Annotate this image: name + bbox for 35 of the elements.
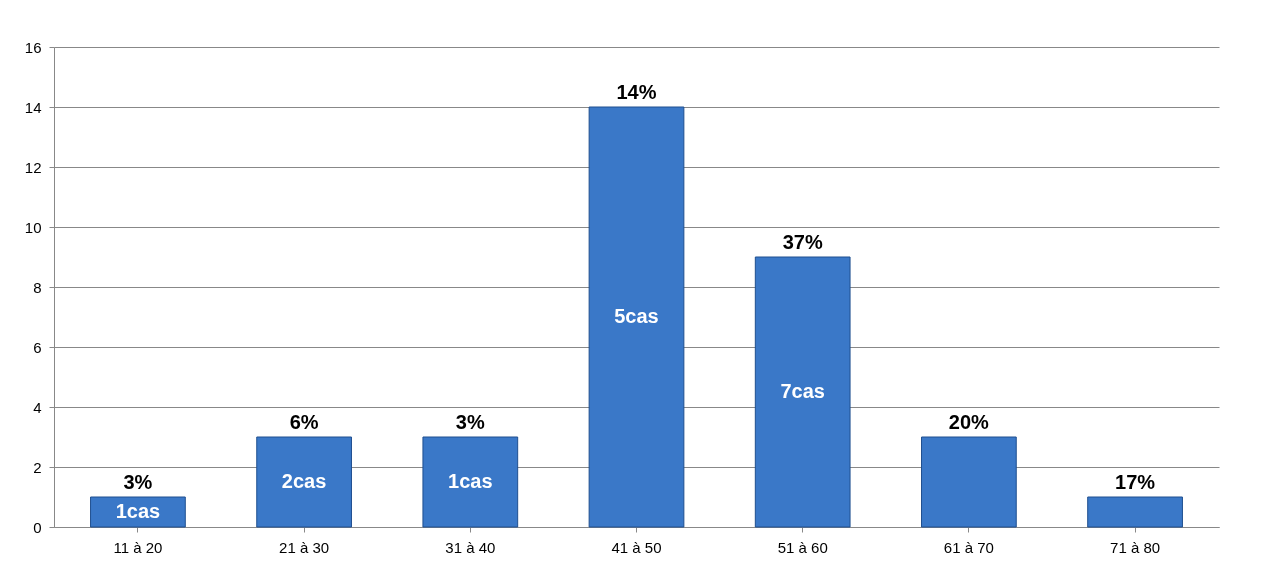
bar: [256, 436, 352, 528]
x-tick-label: 51 à 60: [777, 538, 828, 556]
annotation: 7cas: [780, 380, 825, 402]
annotation: 14%: [616, 81, 657, 103]
annotation: 1cas: [448, 470, 493, 492]
y-tick-label: 8: [33, 278, 42, 296]
annotation: 20%: [948, 411, 990, 433]
x-tick-label: 31 à 40: [445, 538, 496, 556]
annotation: 3%: [123, 471, 153, 493]
y-tick-label: 10: [24, 218, 42, 236]
annotation: 5cas: [614, 305, 659, 327]
annotation: 3%: [455, 411, 485, 433]
y-tick-label: 12: [24, 158, 42, 176]
bar: [588, 106, 685, 528]
y-tick-label: 4: [33, 398, 42, 416]
x-tick-label: 21 à 30: [279, 538, 330, 556]
y-tick-label: 6: [33, 338, 42, 356]
bar: [754, 256, 851, 528]
y-tick-label: 0: [33, 518, 42, 536]
annotation: 1cas: [115, 500, 161, 522]
x-tick-label: 61 à 70: [943, 538, 994, 556]
bar: [90, 496, 186, 528]
annotation: 37%: [782, 231, 823, 253]
x-tick-label: 41 à 50: [611, 538, 662, 556]
y-tick-label: 14: [24, 98, 42, 116]
bar: [422, 436, 519, 528]
y-tick-label: 16: [24, 38, 42, 56]
annotation: 2cas: [281, 470, 327, 492]
y-tick-label: 2: [33, 458, 42, 476]
annotation: 6%: [289, 411, 319, 433]
annotation: 17%: [1115, 471, 1156, 493]
bar: [921, 436, 1017, 528]
x-tick-label: 11 à 20: [113, 538, 163, 556]
bar: [1087, 496, 1183, 528]
x-tick-label: 71 à 80: [1110, 538, 1161, 556]
